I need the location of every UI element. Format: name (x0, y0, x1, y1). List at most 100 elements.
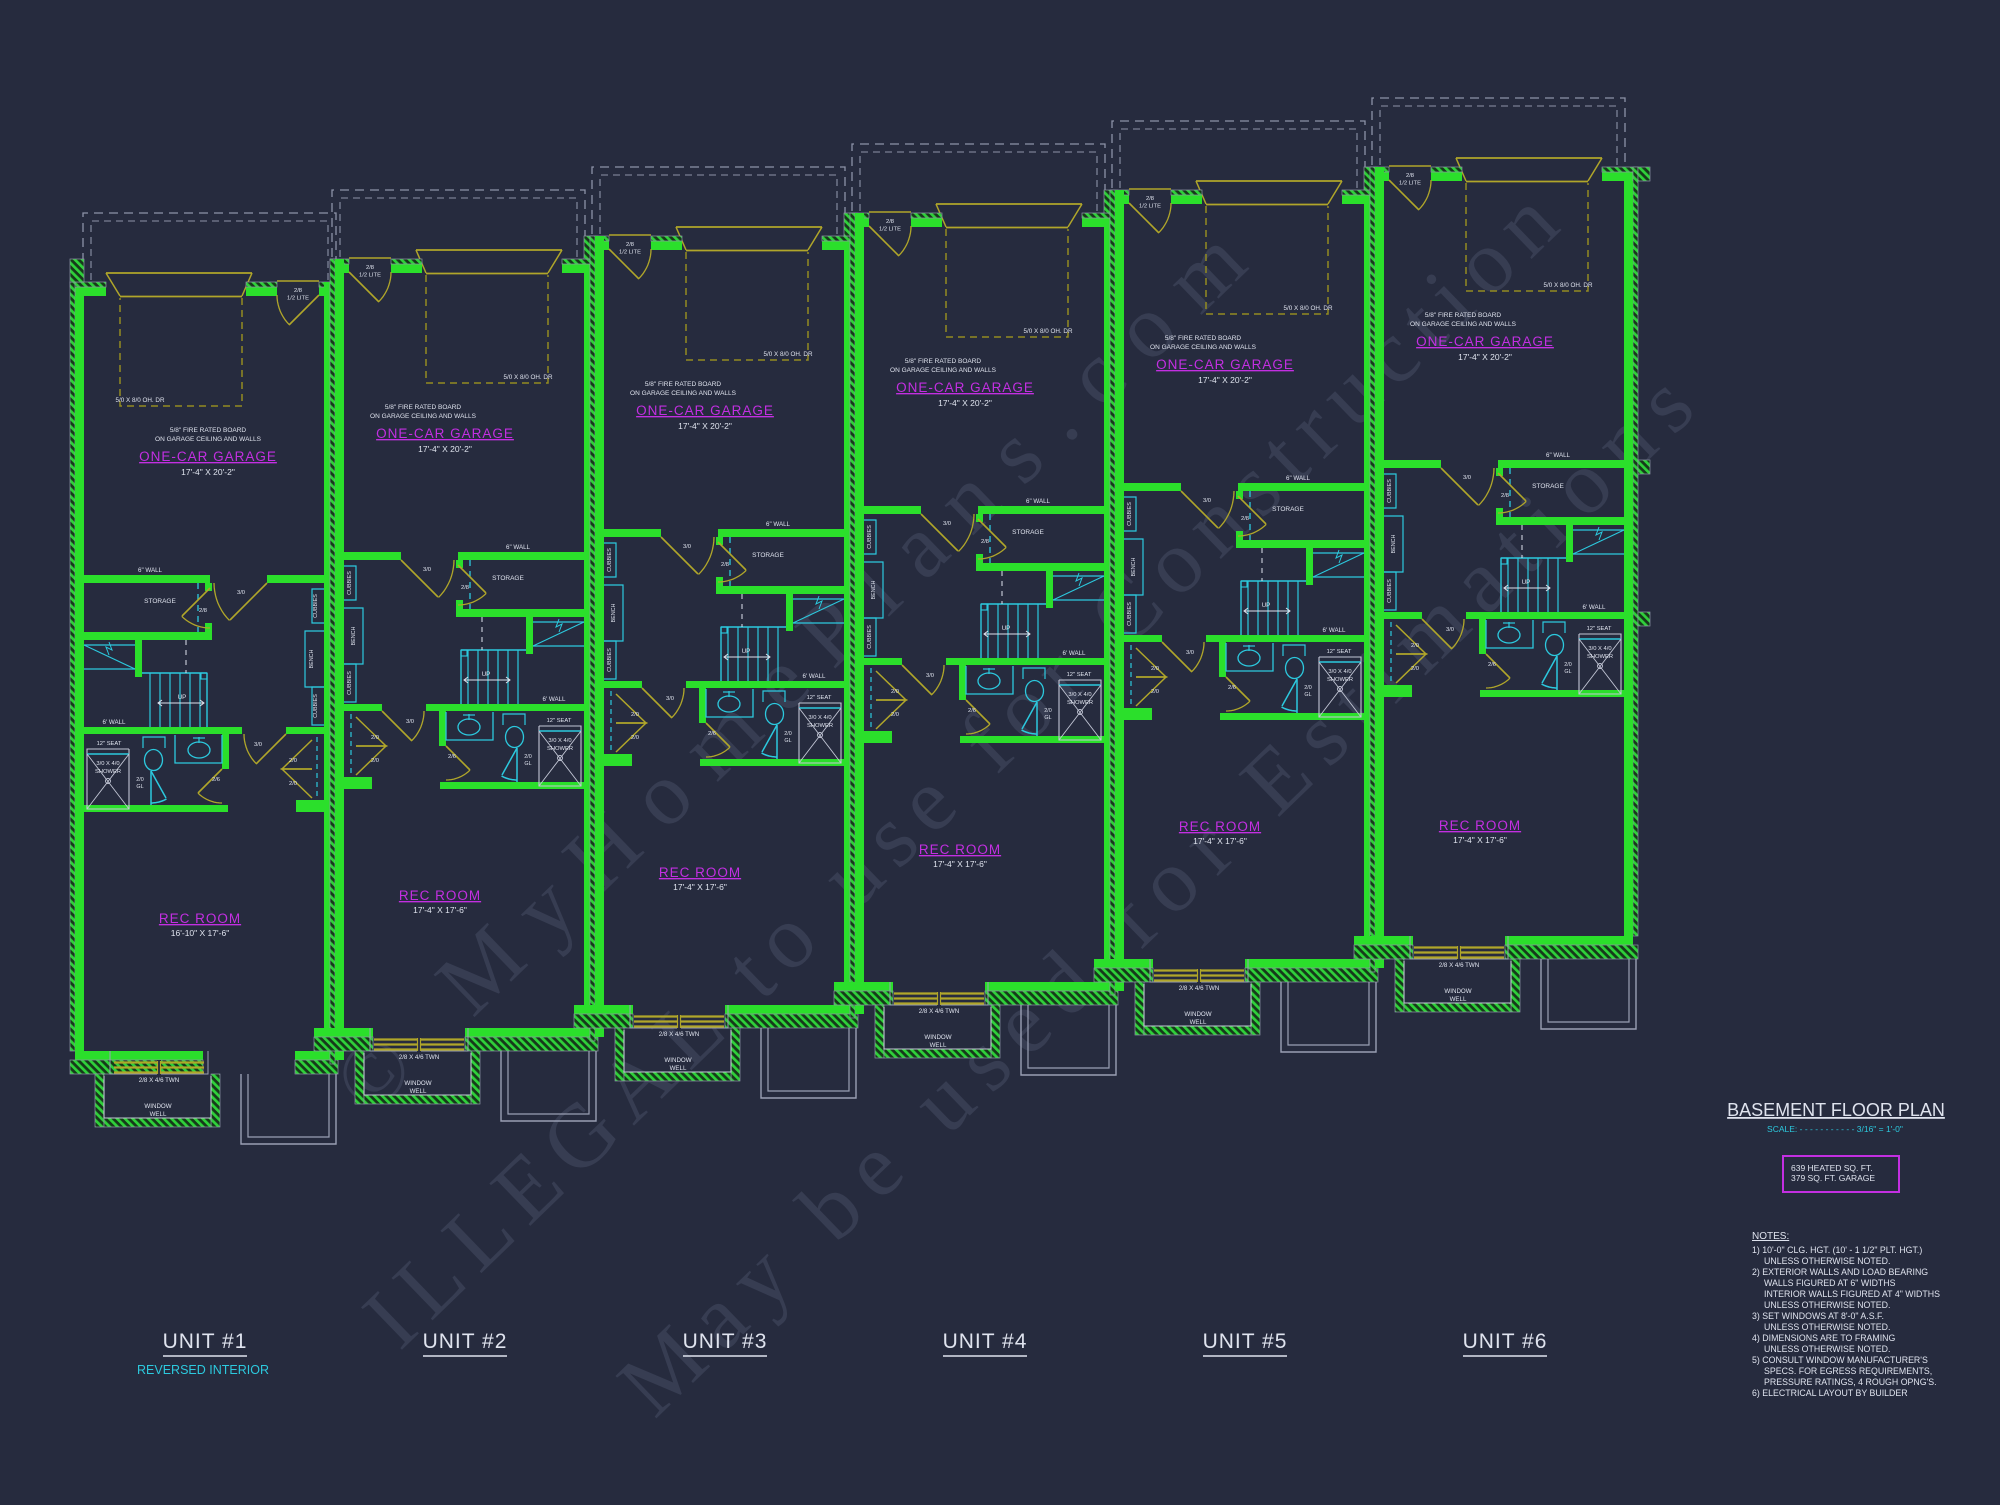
svg-text:639 HEATED SQ. FT.: 639 HEATED SQ. FT. (1791, 1163, 1873, 1173)
svg-text:6" WALL: 6" WALL (1546, 452, 1571, 459)
svg-text:1) 10'-0" CLG. HGT. (10' - 1: 1) 10'-0" CLG. HGT. (10' - 1 1/2" PLT. H… (1752, 1245, 1922, 1255)
svg-text:2/8: 2/8 (366, 265, 374, 271)
svg-text:6' WALL: 6' WALL (103, 719, 127, 726)
svg-text:2/0: 2/0 (1411, 666, 1419, 672)
svg-text:17'-4" X 20'-2": 17'-4" X 20'-2" (1198, 375, 1252, 385)
svg-text:5/8" FIRE RATED BOARD: 5/8" FIRE RATED BOARD (385, 404, 462, 411)
svg-text:2/0: 2/0 (289, 758, 297, 764)
svg-text:1/2 LITE: 1/2 LITE (1399, 181, 1421, 187)
svg-text:BENCH: BENCH (351, 626, 357, 645)
svg-text:16'-10" X 17'-6": 16'-10" X 17'-6" (171, 928, 229, 938)
svg-text:2/8: 2/8 (461, 585, 469, 591)
svg-text:17'-4" X 20'-2": 17'-4" X 20'-2" (938, 398, 992, 408)
svg-text:STORAGE: STORAGE (144, 598, 176, 605)
svg-text:5/0 X 8/0 OH. DR: 5/0 X 8/0 OH. DR (1284, 305, 1333, 312)
svg-text:UNIT #5: UNIT #5 (1203, 1330, 1288, 1353)
svg-text:SCALE: - - - - - - - - - - -: SCALE: - - - - - - - - - - - 3/16" = 1'-… (1767, 1124, 1903, 1134)
svg-text:2/0: 2/0 (1304, 685, 1312, 691)
svg-text:WELL: WELL (150, 1111, 167, 1118)
svg-text:2/8: 2/8 (626, 242, 634, 248)
svg-text:SHOWER: SHOWER (1587, 654, 1613, 660)
svg-text:3/0: 3/0 (666, 696, 674, 702)
svg-text:ONE-CAR GARAGE: ONE-CAR GARAGE (896, 380, 1034, 395)
svg-text:5/0 X 8/0 OH. DR: 5/0 X 8/0 OH. DR (1024, 328, 1073, 335)
svg-text:6" WALL: 6" WALL (506, 544, 531, 551)
svg-text:ON GARAGE CEILING AND WALLS: ON GARAGE CEILING AND WALLS (890, 367, 997, 374)
svg-text:ON GARAGE CEILING AND WALLS: ON GARAGE CEILING AND WALLS (1410, 321, 1517, 328)
svg-text:2/0: 2/0 (1151, 666, 1159, 672)
svg-text:STORAGE: STORAGE (1272, 506, 1304, 513)
svg-text:1/2 LITE: 1/2 LITE (879, 227, 901, 233)
svg-text:UNLESS OTHERWISE NOTED.: UNLESS OTHERWISE NOTED. (1764, 1256, 1890, 1266)
svg-text:5) CONSULT WINDOW MANUFACTURER: 5) CONSULT WINDOW MANUFACTURER'S (1752, 1355, 1928, 1365)
svg-text:2/0: 2/0 (289, 781, 297, 787)
svg-text:2/6: 2/6 (448, 754, 456, 760)
svg-text:STORAGE: STORAGE (1012, 529, 1044, 536)
svg-text:SHOWER: SHOWER (807, 723, 833, 729)
svg-text:5/0 X 8/0 OH. DR: 5/0 X 8/0 OH. DR (504, 374, 553, 381)
svg-text:17'-4" X 20'-2": 17'-4" X 20'-2" (181, 467, 235, 477)
svg-text:GL: GL (1044, 715, 1051, 721)
svg-text:6" WALL: 6" WALL (1286, 475, 1311, 482)
svg-text:3/0: 3/0 (683, 544, 691, 550)
svg-text:WINDOW: WINDOW (144, 1103, 171, 1110)
svg-text:17'-4" X 17'-6": 17'-4" X 17'-6" (1193, 836, 1247, 846)
svg-text:WALLS FIGURED AT 6" WIDTHS: WALLS FIGURED AT 6" WIDTHS (1764, 1278, 1896, 1288)
svg-text:2/0: 2/0 (524, 754, 532, 760)
svg-text:ON GARAGE CEILING AND WALLS: ON GARAGE CEILING AND WALLS (155, 436, 262, 443)
svg-text:UP: UP (742, 648, 751, 655)
svg-text:CUBBIES: CUBBIES (1127, 602, 1133, 626)
svg-text:WINDOW: WINDOW (664, 1057, 691, 1064)
svg-text:REC ROOM: REC ROOM (159, 911, 241, 926)
svg-text:UP: UP (178, 694, 187, 701)
svg-text:2/6: 2/6 (212, 777, 220, 783)
svg-text:CUBBIES: CUBBIES (1387, 479, 1393, 503)
svg-text:1/2 LITE: 1/2 LITE (1139, 204, 1161, 210)
svg-text:3/0: 3/0 (406, 719, 414, 725)
svg-text:WINDOW: WINDOW (404, 1080, 431, 1087)
svg-text:6" WALL: 6" WALL (1026, 498, 1051, 505)
svg-text:UNLESS OTHERWISE NOTED.: UNLESS OTHERWISE NOTED. (1764, 1344, 1890, 1354)
svg-text:REC ROOM: REC ROOM (1179, 819, 1261, 834)
svg-text:REVERSED INTERIOR: REVERSED INTERIOR (137, 1363, 269, 1377)
svg-text:12" SEAT: 12" SEAT (547, 718, 572, 724)
svg-text:379 SQ. FT. GARAGE: 379 SQ. FT. GARAGE (1791, 1173, 1875, 1183)
svg-text:2/8 X 4/6 TWN: 2/8 X 4/6 TWN (659, 1031, 699, 1038)
svg-text:2/8 X 4/6 TWN: 2/8 X 4/6 TWN (399, 1054, 439, 1061)
svg-text:REC ROOM: REC ROOM (919, 842, 1001, 857)
svg-text:2/0: 2/0 (631, 735, 639, 741)
svg-text:SHOWER: SHOWER (1067, 700, 1093, 706)
svg-text:3/0: 3/0 (1446, 627, 1454, 633)
svg-text:CUBBIES: CUBBIES (347, 571, 353, 595)
svg-text:3/0: 3/0 (1203, 498, 1211, 504)
svg-text:CUBBIES: CUBBIES (313, 594, 319, 618)
svg-text:3/0: 3/0 (943, 521, 951, 527)
svg-text:5/0 X 8/0 OH. DR: 5/0 X 8/0 OH. DR (1544, 282, 1593, 289)
svg-text:WINDOW: WINDOW (1444, 988, 1471, 995)
svg-text:BASEMENT FLOOR PLAN: BASEMENT FLOOR PLAN (1727, 1100, 1945, 1120)
svg-text:6' WALL: 6' WALL (543, 696, 567, 703)
svg-text:UNIT #1: UNIT #1 (163, 1330, 248, 1353)
svg-text:5/8" FIRE RATED BOARD: 5/8" FIRE RATED BOARD (1425, 312, 1502, 319)
svg-text:3/0 X 4/0: 3/0 X 4/0 (548, 738, 571, 744)
svg-text:NOTES:: NOTES: (1752, 1231, 1789, 1242)
svg-text:WELL: WELL (1450, 996, 1467, 1003)
svg-text:ONE-CAR GARAGE: ONE-CAR GARAGE (636, 403, 774, 418)
svg-text:2/8 X 4/6 TWN: 2/8 X 4/6 TWN (139, 1077, 179, 1084)
svg-text:2/6: 2/6 (1488, 662, 1496, 668)
svg-text:UP: UP (1262, 602, 1271, 609)
svg-text:2/6: 2/6 (708, 731, 716, 737)
svg-text:2/8: 2/8 (294, 288, 302, 294)
svg-text:5/8" FIRE RATED BOARD: 5/8" FIRE RATED BOARD (170, 427, 247, 434)
svg-text:ONE-CAR GARAGE: ONE-CAR GARAGE (139, 449, 277, 464)
svg-text:WELL: WELL (670, 1065, 687, 1072)
svg-text:INTERIOR WALLS FIGURED AT 4" W: INTERIOR WALLS FIGURED AT 4" WIDTHS (1764, 1289, 1940, 1299)
svg-text:12" SEAT: 12" SEAT (1067, 672, 1092, 678)
svg-text:17'-4" X 20'-2": 17'-4" X 20'-2" (678, 421, 732, 431)
svg-text:3/0 X 4/0: 3/0 X 4/0 (1588, 646, 1611, 652)
svg-text:2/0: 2/0 (371, 735, 379, 741)
svg-text:UP: UP (1002, 625, 1011, 632)
svg-text:2/0: 2/0 (136, 777, 144, 783)
svg-text:UNIT #6: UNIT #6 (1463, 1330, 1548, 1353)
svg-text:2/0: 2/0 (631, 712, 639, 718)
